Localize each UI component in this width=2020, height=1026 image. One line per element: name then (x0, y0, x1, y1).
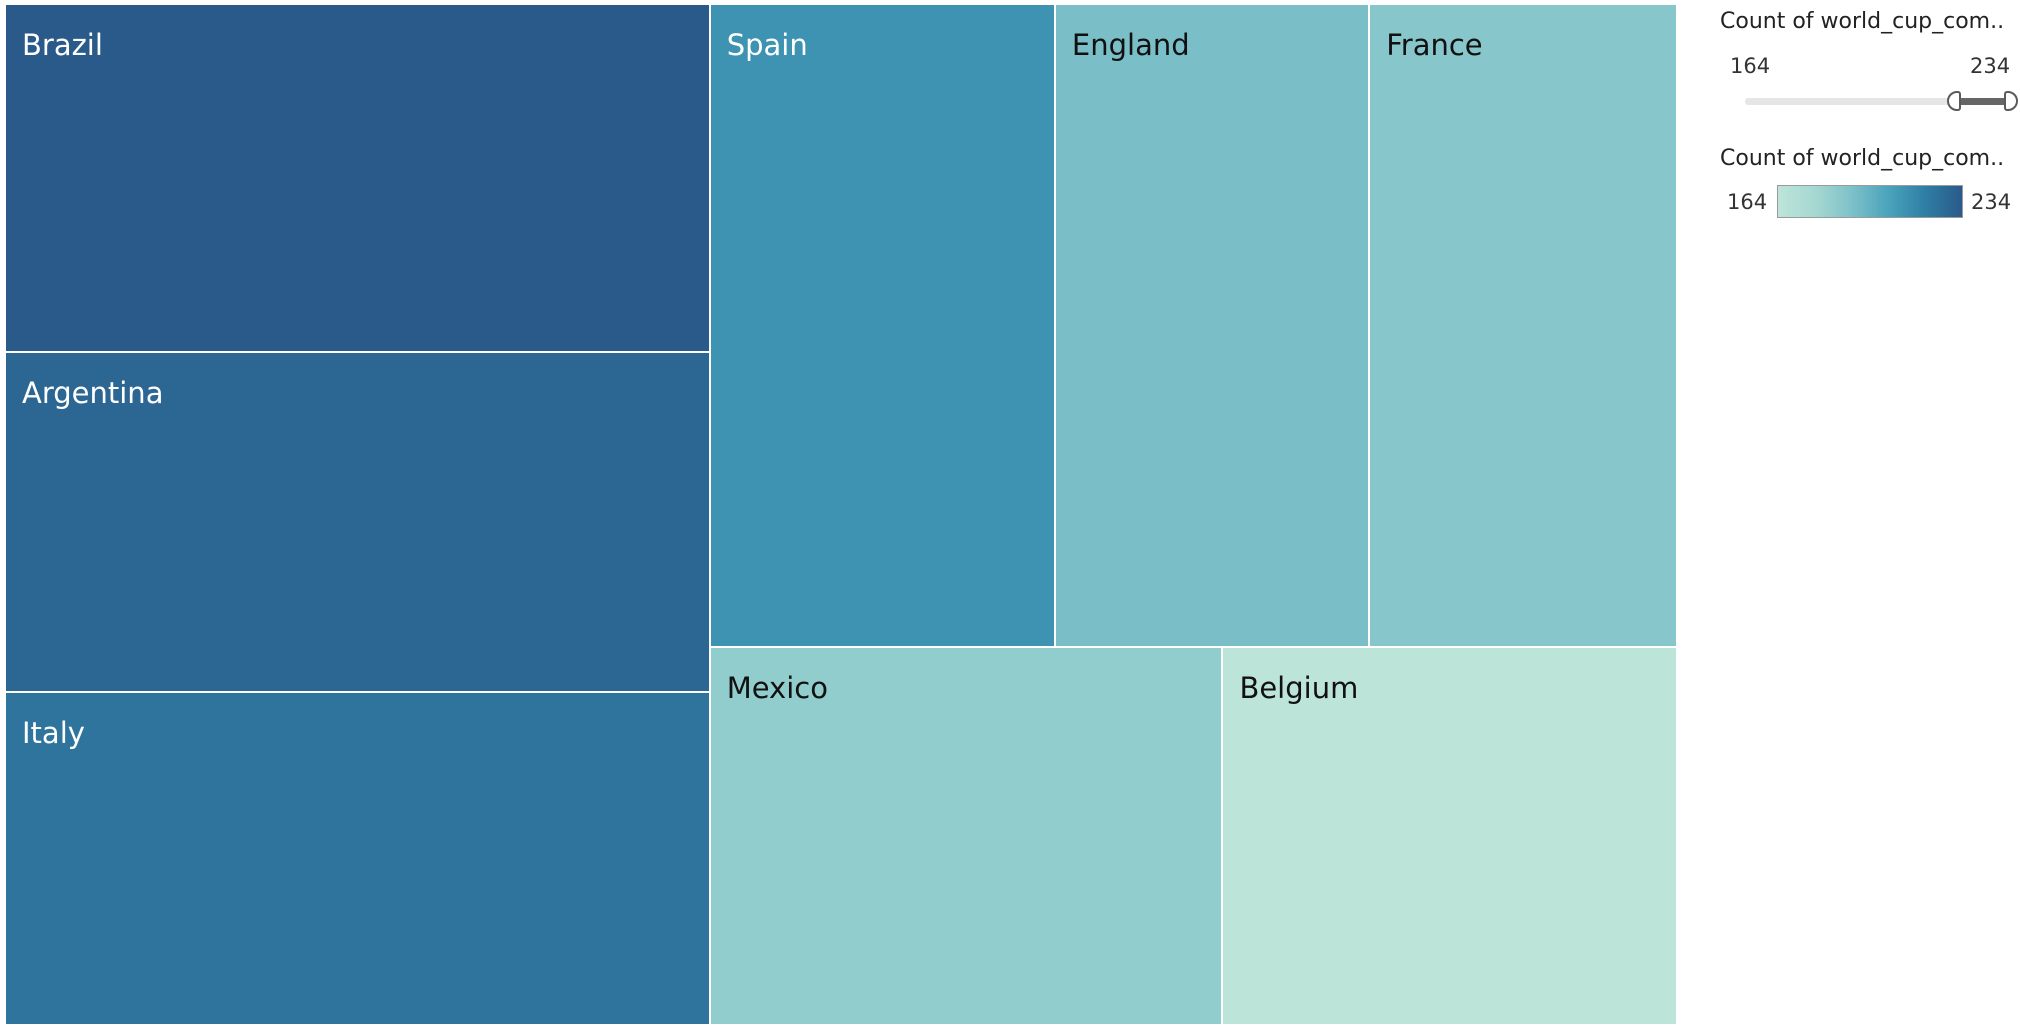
treemap-tile-label: Belgium (1239, 671, 1359, 706)
range-slider-min-handle[interactable] (1947, 91, 1961, 111)
treemap-tile-spain[interactable]: Spain (710, 5, 1054, 647)
treemap-tile-mexico[interactable]: Mexico (710, 648, 1222, 1024)
size-filter-title: Count of world_cup_com.. (1720, 9, 2005, 34)
range-slider-max-handle[interactable] (2004, 91, 2018, 111)
color-legend-max-label: 234 (1971, 190, 2012, 214)
legend-panel: Count of world_cup_com.. 164 234 Count o… (1708, 0, 2020, 260)
size-filter-min-label: 164 (1730, 54, 1771, 78)
treemap-tile-belgium[interactable]: Belgium (1223, 648, 1676, 1024)
treemap-tile-france[interactable]: France (1370, 5, 1676, 647)
treemap-tile-label: Argentina (22, 375, 164, 410)
treemap-tile-label: Brazil (22, 28, 103, 62)
color-ramp (1777, 185, 1963, 218)
treemap-tile-england[interactable]: England (1055, 5, 1369, 647)
treemap-tile-label: France (1386, 28, 1483, 62)
treemap-tile-brazil[interactable]: Brazil (6, 5, 709, 351)
treemap-tile-italy[interactable]: Italy (6, 693, 709, 1024)
treemap-tile-label: Mexico (726, 671, 828, 706)
treemap-tile-label: Spain (726, 28, 808, 62)
treemap-tile-argentina[interactable]: Argentina (6, 352, 709, 692)
treemap-tile-label: England (1071, 28, 1190, 62)
range-slider-selection (1954, 98, 2011, 105)
color-legend-min-label: 164 (1727, 190, 1768, 214)
color-legend-title: Count of world_cup_com.. (1720, 146, 2005, 171)
range-slider-track[interactable] (1745, 98, 2011, 105)
treemap-tile-label: Italy (22, 716, 85, 751)
size-filter-max-label: 234 (1970, 54, 2011, 78)
